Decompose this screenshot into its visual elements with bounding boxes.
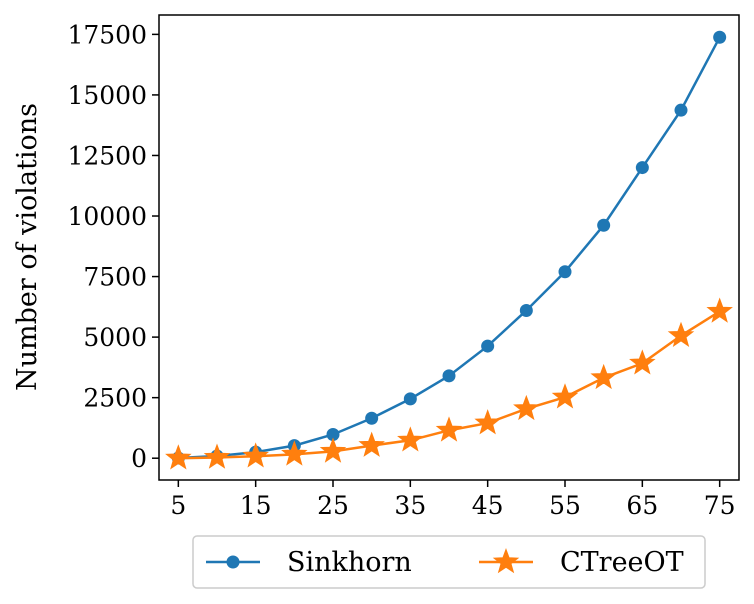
y-tick-label: 5000 <box>83 323 147 352</box>
series-sinkhorn <box>171 30 727 465</box>
data-point-ctreeot <box>397 426 424 452</box>
legend: Sinkhorn CTreeOT <box>192 535 706 589</box>
y-axis-ticks: 0 2500 5000 7500 10000 12500 15000 17500 <box>67 20 159 473</box>
data-point-ctreeot <box>319 437 347 463</box>
data-point-ctreeot <box>706 297 733 323</box>
series-line-ctreeot <box>178 310 721 460</box>
y-tick-label: 15000 <box>67 81 147 110</box>
data-point-sinkhorn <box>519 303 533 317</box>
data-point-sinkhorn <box>558 265 572 279</box>
data-point-sinkhorn <box>326 427 340 441</box>
data-point-ctreeot <box>242 442 269 468</box>
y-tick-label: 0 <box>131 444 147 473</box>
data-point-sinkhorn <box>481 339 495 353</box>
plot-frame <box>158 14 740 481</box>
y-tick-label: 10000 <box>67 202 147 231</box>
y-axis-label: Number of violations <box>12 103 43 391</box>
series-ctreeot <box>165 297 733 470</box>
data-point-ctreeot <box>435 416 463 442</box>
data-point-sinkhorn <box>674 103 688 117</box>
data-point-sinkhorn <box>403 392 417 406</box>
x-axis-ticks: 5 15 25 35 45 55 65 75 <box>170 480 736 520</box>
x-tick-label: 55 <box>549 491 581 520</box>
y-tick-label: 7500 <box>83 263 147 292</box>
legend-symbol-ctreeot <box>479 548 533 574</box>
data-point-ctreeot <box>281 440 308 466</box>
plot-layer <box>165 30 733 470</box>
data-point-ctreeot <box>667 321 695 347</box>
legend-marker-sinkhorn <box>226 555 240 569</box>
data-point-sinkhorn <box>442 369 456 383</box>
x-tick-label: 25 <box>317 491 349 520</box>
data-point-ctreeot <box>551 383 579 409</box>
data-point-ctreeot <box>513 394 540 421</box>
legend-frame <box>192 535 706 589</box>
data-point-sinkhorn <box>365 411 379 425</box>
x-tick-label: 65 <box>626 491 658 520</box>
legend-symbol-sinkhorn <box>206 555 260 569</box>
x-tick-label: 45 <box>472 491 504 520</box>
data-point-ctreeot <box>165 444 192 470</box>
data-point-sinkhorn <box>635 161 649 175</box>
legend-label-ctreeot: CTreeOT <box>560 547 684 578</box>
legend-label-sinkhorn: Sinkhorn <box>287 547 412 578</box>
x-tick-label: 75 <box>704 491 736 520</box>
data-point-ctreeot <box>590 363 617 390</box>
data-point-ctreeot <box>358 431 385 457</box>
x-tick-label: 15 <box>240 491 272 520</box>
data-point-ctreeot <box>203 443 231 469</box>
x-tick-label: 35 <box>394 491 426 520</box>
data-point-ctreeot <box>629 349 656 375</box>
y-tick-label: 12500 <box>67 141 147 170</box>
series-line-sinkhorn <box>178 36 721 460</box>
legend-marker-ctreeot <box>492 548 520 574</box>
y-tick-label: 17500 <box>67 20 147 49</box>
data-point-ctreeot <box>474 409 501 435</box>
data-point-sinkhorn <box>597 218 611 232</box>
data-point-sinkhorn <box>713 30 727 44</box>
y-tick-label: 2500 <box>83 384 147 413</box>
x-tick-label: 5 <box>170 491 186 520</box>
